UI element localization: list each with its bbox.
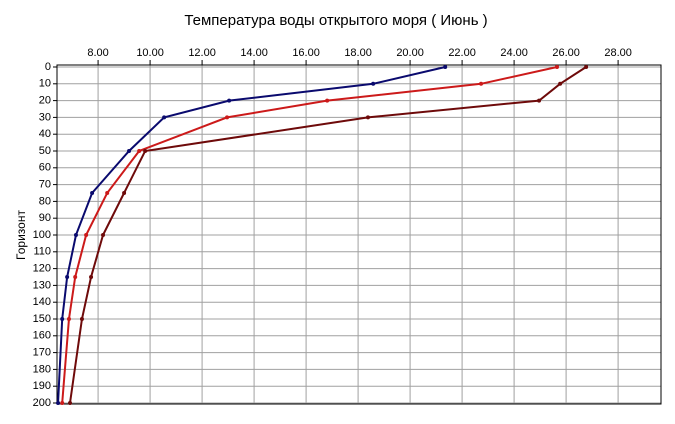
data-point	[325, 98, 330, 103]
y-tick-label: 200	[33, 397, 51, 409]
series-line	[69, 66, 587, 404]
y-tick-label: 90	[39, 212, 51, 224]
data-point	[365, 115, 370, 120]
data-point	[60, 401, 65, 405]
y-tick-label: 120	[33, 263, 51, 275]
y-tick-label: 190	[33, 380, 51, 392]
data-point	[79, 317, 84, 321]
y-tick-label: 180	[33, 363, 51, 375]
data-point	[443, 65, 448, 69]
data-point	[162, 115, 167, 120]
y-axis-label: Горизонт	[14, 210, 28, 260]
data-point	[66, 317, 71, 321]
data-point	[554, 65, 559, 69]
data-point	[558, 81, 563, 86]
y-tick-label: 160	[33, 330, 51, 342]
x-tick-label: 18.00	[344, 47, 372, 59]
y-tick-label: 0	[45, 61, 51, 73]
data-point	[225, 115, 230, 120]
y-tick-label: 100	[33, 229, 51, 241]
data-point	[73, 233, 78, 237]
y-tick-label: 60	[39, 162, 51, 174]
x-tick-label: 14.00	[240, 47, 268, 59]
x-tick-label: 10.00	[136, 47, 164, 59]
y-tick-label: 130	[33, 279, 51, 291]
data-point	[60, 317, 65, 321]
x-tick-label: 20.00	[396, 47, 424, 59]
data-point	[127, 149, 132, 153]
data-point	[73, 275, 78, 279]
data-point	[227, 98, 232, 103]
y-tick-label: 140	[33, 296, 51, 308]
plot-frame	[56, 64, 662, 405]
data-point	[90, 191, 95, 195]
data-point	[122, 191, 127, 195]
data-point	[101, 233, 106, 237]
data-point	[143, 149, 148, 153]
y-tick-label: 110	[33, 246, 51, 258]
data-point	[56, 401, 61, 405]
x-tick-label: 26.00	[552, 47, 580, 59]
data-point	[479, 81, 484, 86]
y-tick-label: 20	[39, 95, 51, 107]
data-point	[65, 275, 70, 279]
series-line	[61, 66, 558, 404]
y-tick-label: 40	[39, 128, 51, 140]
x-tick-label: 12.00	[188, 47, 216, 59]
y-tick-label: 70	[39, 179, 51, 191]
x-tick-label: 16.00	[292, 47, 320, 59]
x-tick-label: 24.00	[500, 47, 528, 59]
data-point	[584, 65, 589, 69]
data-point	[89, 275, 94, 279]
y-tick-label: 80	[39, 195, 51, 207]
y-tick-label: 170	[33, 347, 51, 359]
data-point	[68, 401, 73, 405]
data-point	[137, 149, 142, 153]
y-tick-label: 150	[33, 313, 51, 325]
data-point	[371, 81, 376, 86]
y-tick-label: 30	[39, 111, 51, 123]
data-point	[105, 191, 110, 195]
chart-title: Температура воды открытого моря ( Июнь )	[184, 12, 487, 29]
data-point	[84, 233, 89, 237]
x-tick-label: 8.00	[87, 47, 108, 59]
data-point	[537, 98, 542, 103]
y-tick-label: 10	[39, 78, 51, 90]
x-tick-label: 28.00	[604, 47, 632, 59]
x-tick-label: 22.00	[448, 47, 476, 59]
series-line	[57, 66, 446, 404]
y-tick-label: 50	[39, 145, 51, 157]
